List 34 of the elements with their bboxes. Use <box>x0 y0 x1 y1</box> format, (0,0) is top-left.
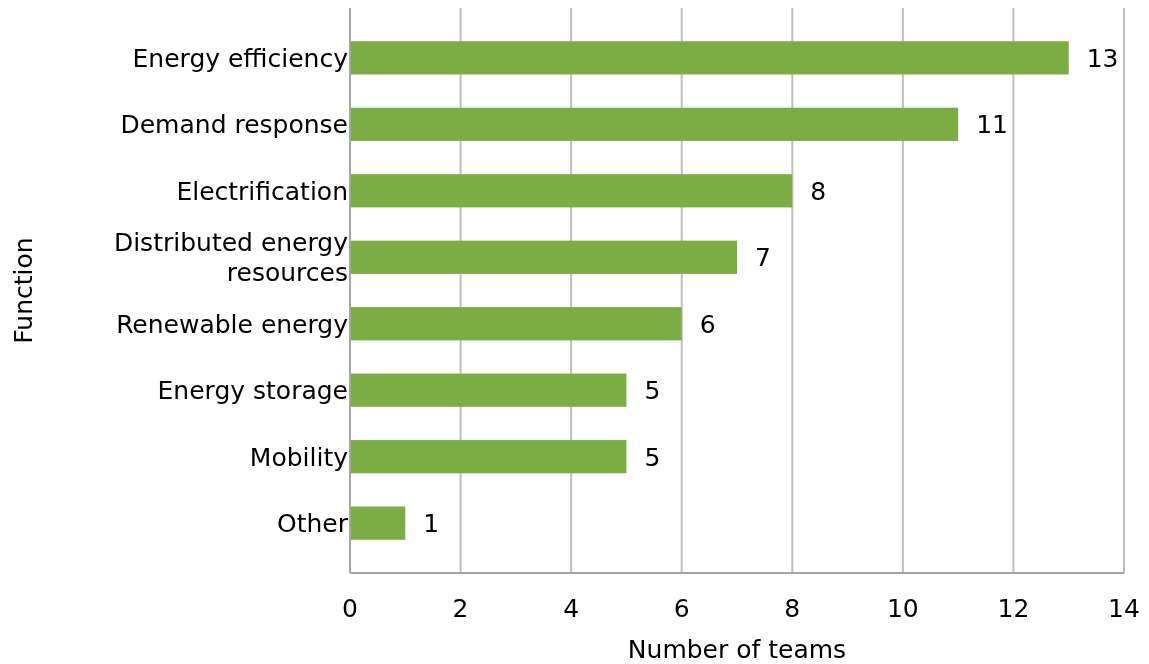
data-label: 6 <box>699 309 716 339</box>
bar <box>350 373 627 407</box>
y-tick-label: Energy storage <box>157 376 348 406</box>
y-tick-label: Distributed energy resources <box>113 228 349 288</box>
bar <box>350 307 682 341</box>
bar <box>350 41 1069 75</box>
data-label: 8 <box>810 176 827 206</box>
bar <box>350 240 737 274</box>
y-tick-label: Renewable energy <box>116 309 349 339</box>
data-label: 5 <box>644 376 661 406</box>
x-axis-title: Number of teams <box>627 635 847 664</box>
data-label: 11 <box>976 110 1008 140</box>
x-tick-label: 4 <box>563 594 580 623</box>
x-tick-label: 0 <box>342 594 358 623</box>
x-tick-label: 8 <box>784 594 801 623</box>
x-tick-label: 10 <box>886 594 919 623</box>
y-axis-title: Function <box>9 237 38 344</box>
y-tick-label: Energy efficiency <box>132 43 349 73</box>
y-tick-label: Demand response <box>120 110 348 140</box>
y-tick-label: Electrification <box>176 176 348 206</box>
data-label: 13 <box>1086 43 1119 73</box>
y-tick-label: Other <box>277 509 349 539</box>
bar <box>350 506 406 540</box>
data-label: 5 <box>644 442 661 472</box>
x-tick-label: 6 <box>673 594 690 623</box>
x-tick-label: 2 <box>452 594 469 623</box>
data-label: 1 <box>423 509 440 539</box>
data-label: 7 <box>755 243 771 273</box>
bar <box>350 174 793 208</box>
y-tick-label: Mobility <box>249 442 349 472</box>
x-tick-label: 14 <box>1108 594 1140 623</box>
x-tick-label: 12 <box>997 594 1030 623</box>
bar <box>350 440 627 474</box>
bar <box>350 107 959 141</box>
